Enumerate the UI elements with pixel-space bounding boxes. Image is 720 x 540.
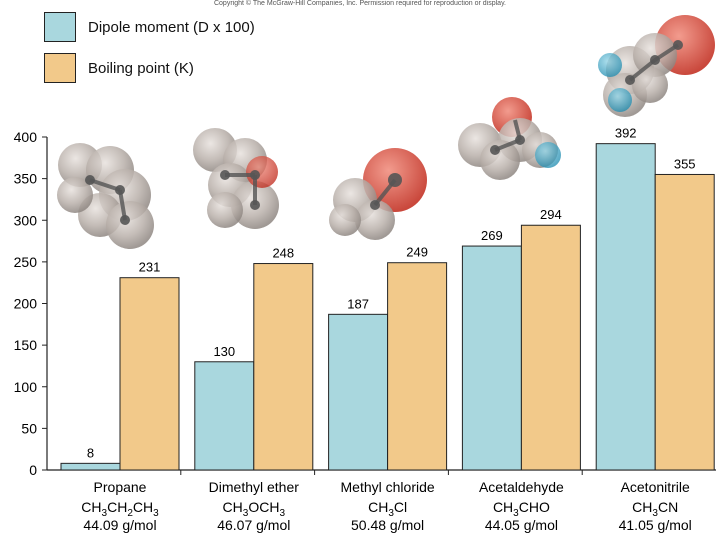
copyright-notice: Copyright © The McGraw-Hill Companies, I… xyxy=(213,0,506,7)
molecule-models xyxy=(57,15,715,249)
bar-boiling xyxy=(520,224,581,471)
bar-dipole xyxy=(461,245,522,471)
data-label-dipole: 187 xyxy=(347,296,369,311)
category-formula: CH3Cl xyxy=(368,499,407,519)
bar-boiling xyxy=(654,173,715,471)
category-formula: CH3CN xyxy=(632,499,678,519)
category-name: Methyl chloride xyxy=(341,479,435,495)
y-tick-label: 150 xyxy=(14,337,38,353)
bar-dipole xyxy=(60,462,121,471)
category-name: Dimethyl ether xyxy=(209,479,300,495)
category-name: Propane xyxy=(94,479,147,495)
legend-swatch-dipole xyxy=(44,12,76,42)
bar-boiling xyxy=(119,277,180,471)
category-molar-mass: 44.09 g/mol xyxy=(83,517,156,533)
y-tick-label: 0 xyxy=(29,462,37,478)
bar-boiling xyxy=(253,263,314,471)
y-tick-label: 50 xyxy=(21,420,37,436)
category-formula: CH3OCH3 xyxy=(223,499,286,519)
y-tick-label: 350 xyxy=(14,171,38,187)
category-formula: CH3CH2CH3 xyxy=(81,499,159,519)
legend-label-boiling: Boiling point (K) xyxy=(88,59,194,77)
y-tick-label: 100 xyxy=(14,379,38,395)
data-label-boiling: 294 xyxy=(540,207,562,222)
category-molar-mass: 41.05 g/mol xyxy=(619,517,692,533)
legend-item-boiling: Boiling point (K) xyxy=(44,53,194,83)
data-label-dipole: 8 xyxy=(87,445,94,460)
legend-swatch-boiling xyxy=(44,53,76,83)
data-label-boiling: 355 xyxy=(674,156,696,171)
category-name: Acetonitrile xyxy=(621,479,690,495)
bar-dipole xyxy=(328,313,389,471)
y-tick-label: 200 xyxy=(14,296,38,312)
data-label-dipole: 130 xyxy=(213,344,235,359)
y-tick-label: 250 xyxy=(14,254,38,270)
data-label-boiling: 248 xyxy=(272,246,294,261)
bar-dipole xyxy=(194,361,255,471)
legend-item-dipole: Dipole moment (D x 100) xyxy=(44,12,255,42)
bar-boiling xyxy=(387,262,448,471)
y-tick-label: 300 xyxy=(14,212,38,228)
data-label-boiling: 249 xyxy=(406,245,428,260)
category-molar-mass: 46.07 g/mol xyxy=(217,517,290,533)
data-label-dipole: 269 xyxy=(481,228,503,243)
bar-dipole xyxy=(595,143,656,471)
category-name: Acetaldehyde xyxy=(479,479,564,495)
category-molar-mass: 44.05 g/mol xyxy=(485,517,558,533)
category-formula: CH3CHO xyxy=(493,499,550,519)
category-molar-mass: 50.48 g/mol xyxy=(351,517,424,533)
y-tick-label: 400 xyxy=(14,129,38,145)
data-label-dipole: 392 xyxy=(615,126,637,141)
legend-label-dipole: Dipole moment (D x 100) xyxy=(88,18,255,36)
data-label-boiling: 231 xyxy=(139,260,161,275)
